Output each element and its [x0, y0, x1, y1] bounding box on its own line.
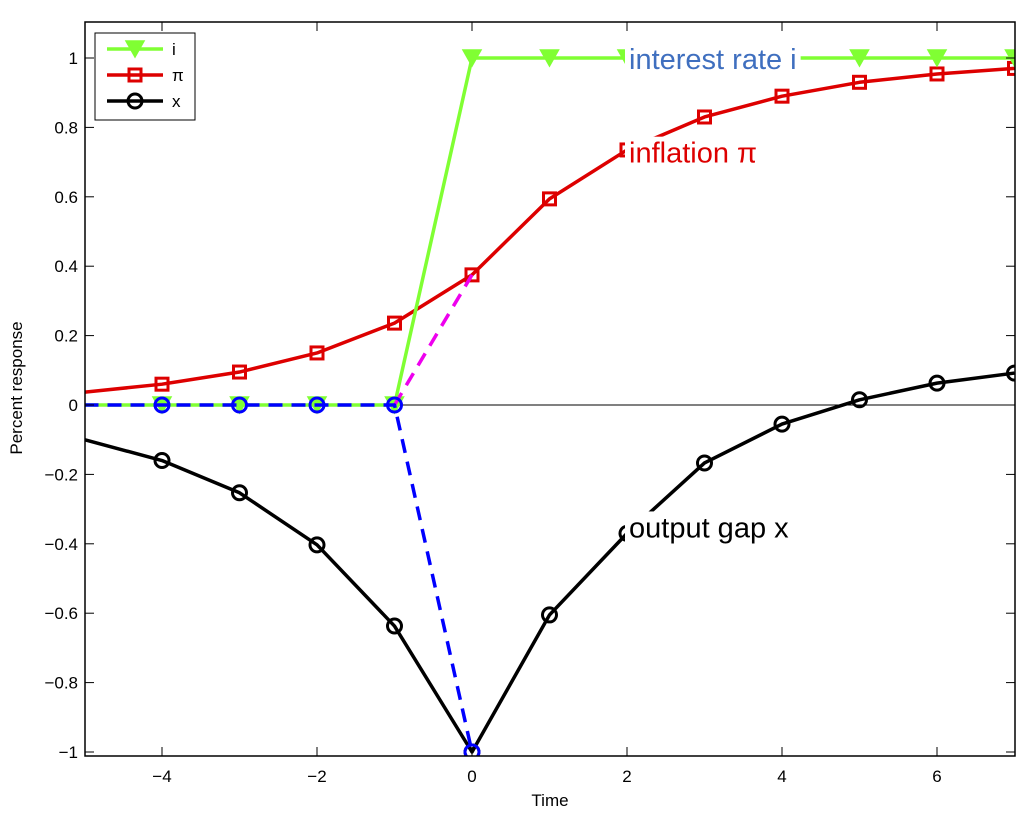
y-tick-label: −0.4 [44, 535, 78, 554]
y-tick-label: 0.6 [54, 188, 78, 207]
y-tick-label: −0.2 [44, 465, 78, 484]
plot-area [85, 22, 1015, 756]
annotation-background [625, 136, 762, 171]
legend-marker-icon [127, 67, 143, 83]
series-line [85, 371, 1015, 754]
y-tick-label: −0.6 [44, 604, 78, 623]
legend: iπx [94, 32, 196, 121]
y-tick-label: −0.8 [44, 674, 78, 693]
data-point-marker [232, 364, 247, 380]
data-point-marker [697, 109, 712, 125]
legend-label: i [172, 40, 176, 59]
annotation-label: output gap x [629, 512, 789, 544]
plot-background [85, 22, 1015, 756]
legend-marker-icon [126, 92, 144, 110]
series-pi [85, 60, 1015, 394]
y-tick-label: 0.8 [54, 118, 78, 137]
data-point-marker [774, 88, 790, 104]
data-point-marker [852, 74, 867, 90]
y-axis-label: Percent response [7, 321, 26, 454]
series-blue-dashed [85, 396, 481, 756]
data-point-marker [929, 66, 945, 82]
data-point-marker [696, 454, 713, 472]
data-point-marker [849, 49, 870, 68]
data-point-marker [154, 376, 170, 392]
axes: −4 −2 0 2 4 6 −1 −0.8 −0.6 −0.4 −0.2 0 0.2 0.4 0.6 0.8 1 [44, 21, 1016, 786]
legend-marker-icon [124, 40, 146, 59]
x-tick-label: −4 [152, 767, 171, 786]
data-point-marker [926, 49, 948, 68]
legend-entry: i [107, 40, 176, 59]
data-point-marker [928, 374, 946, 392]
data-point-marker [386, 396, 403, 414]
data-point-marker [153, 396, 171, 414]
series-line [85, 403, 474, 753]
series-magenta-dashed [392, 273, 474, 406]
legend-entry: π [107, 66, 184, 85]
annotation-label: interest rate i [629, 44, 797, 76]
data-point-marker [387, 315, 402, 331]
data-point-marker [539, 49, 560, 68]
annotation-background [625, 43, 801, 77]
data-point-marker [231, 484, 248, 502]
series-layer [85, 49, 1015, 756]
data-point-marker [542, 191, 557, 207]
data-point-marker [464, 267, 480, 283]
y-tick-label: 0.2 [54, 327, 78, 346]
legend-entry: x [107, 92, 181, 111]
data-point-marker [463, 743, 481, 756]
x-tick-label: 2 [622, 767, 631, 786]
annotations: interest rate i inflation π output gap x [625, 43, 801, 546]
data-point-marker [541, 606, 558, 624]
data-point-marker [773, 415, 791, 433]
data-point-marker [308, 396, 326, 414]
data-point-marker [308, 536, 326, 554]
y-tick-label: 1 [69, 49, 78, 68]
axes-frame [84, 21, 1016, 757]
data-point-marker [851, 391, 868, 409]
annotation-background [625, 511, 794, 546]
x-tick-label: 6 [932, 767, 941, 786]
y-tick-label: 0 [69, 396, 78, 415]
x-tick-label: −2 [307, 767, 326, 786]
data-point-marker [231, 396, 248, 414]
y-tick-label: −1 [59, 743, 78, 762]
annotation-label: inflation π [629, 138, 757, 170]
x-tick-label: 4 [777, 767, 786, 786]
series-line [85, 66, 1015, 394]
data-point-marker [461, 49, 483, 68]
x-axis-label: Time [531, 791, 568, 810]
y-tick-label: 0.4 [54, 257, 78, 276]
legend-label: x [172, 92, 181, 111]
series-line [392, 273, 474, 406]
data-point-marker [153, 452, 171, 470]
x-tick-label: 0 [467, 767, 476, 786]
data-point-marker [386, 617, 403, 635]
legend-label: π [172, 66, 184, 85]
data-point-marker [309, 345, 325, 361]
